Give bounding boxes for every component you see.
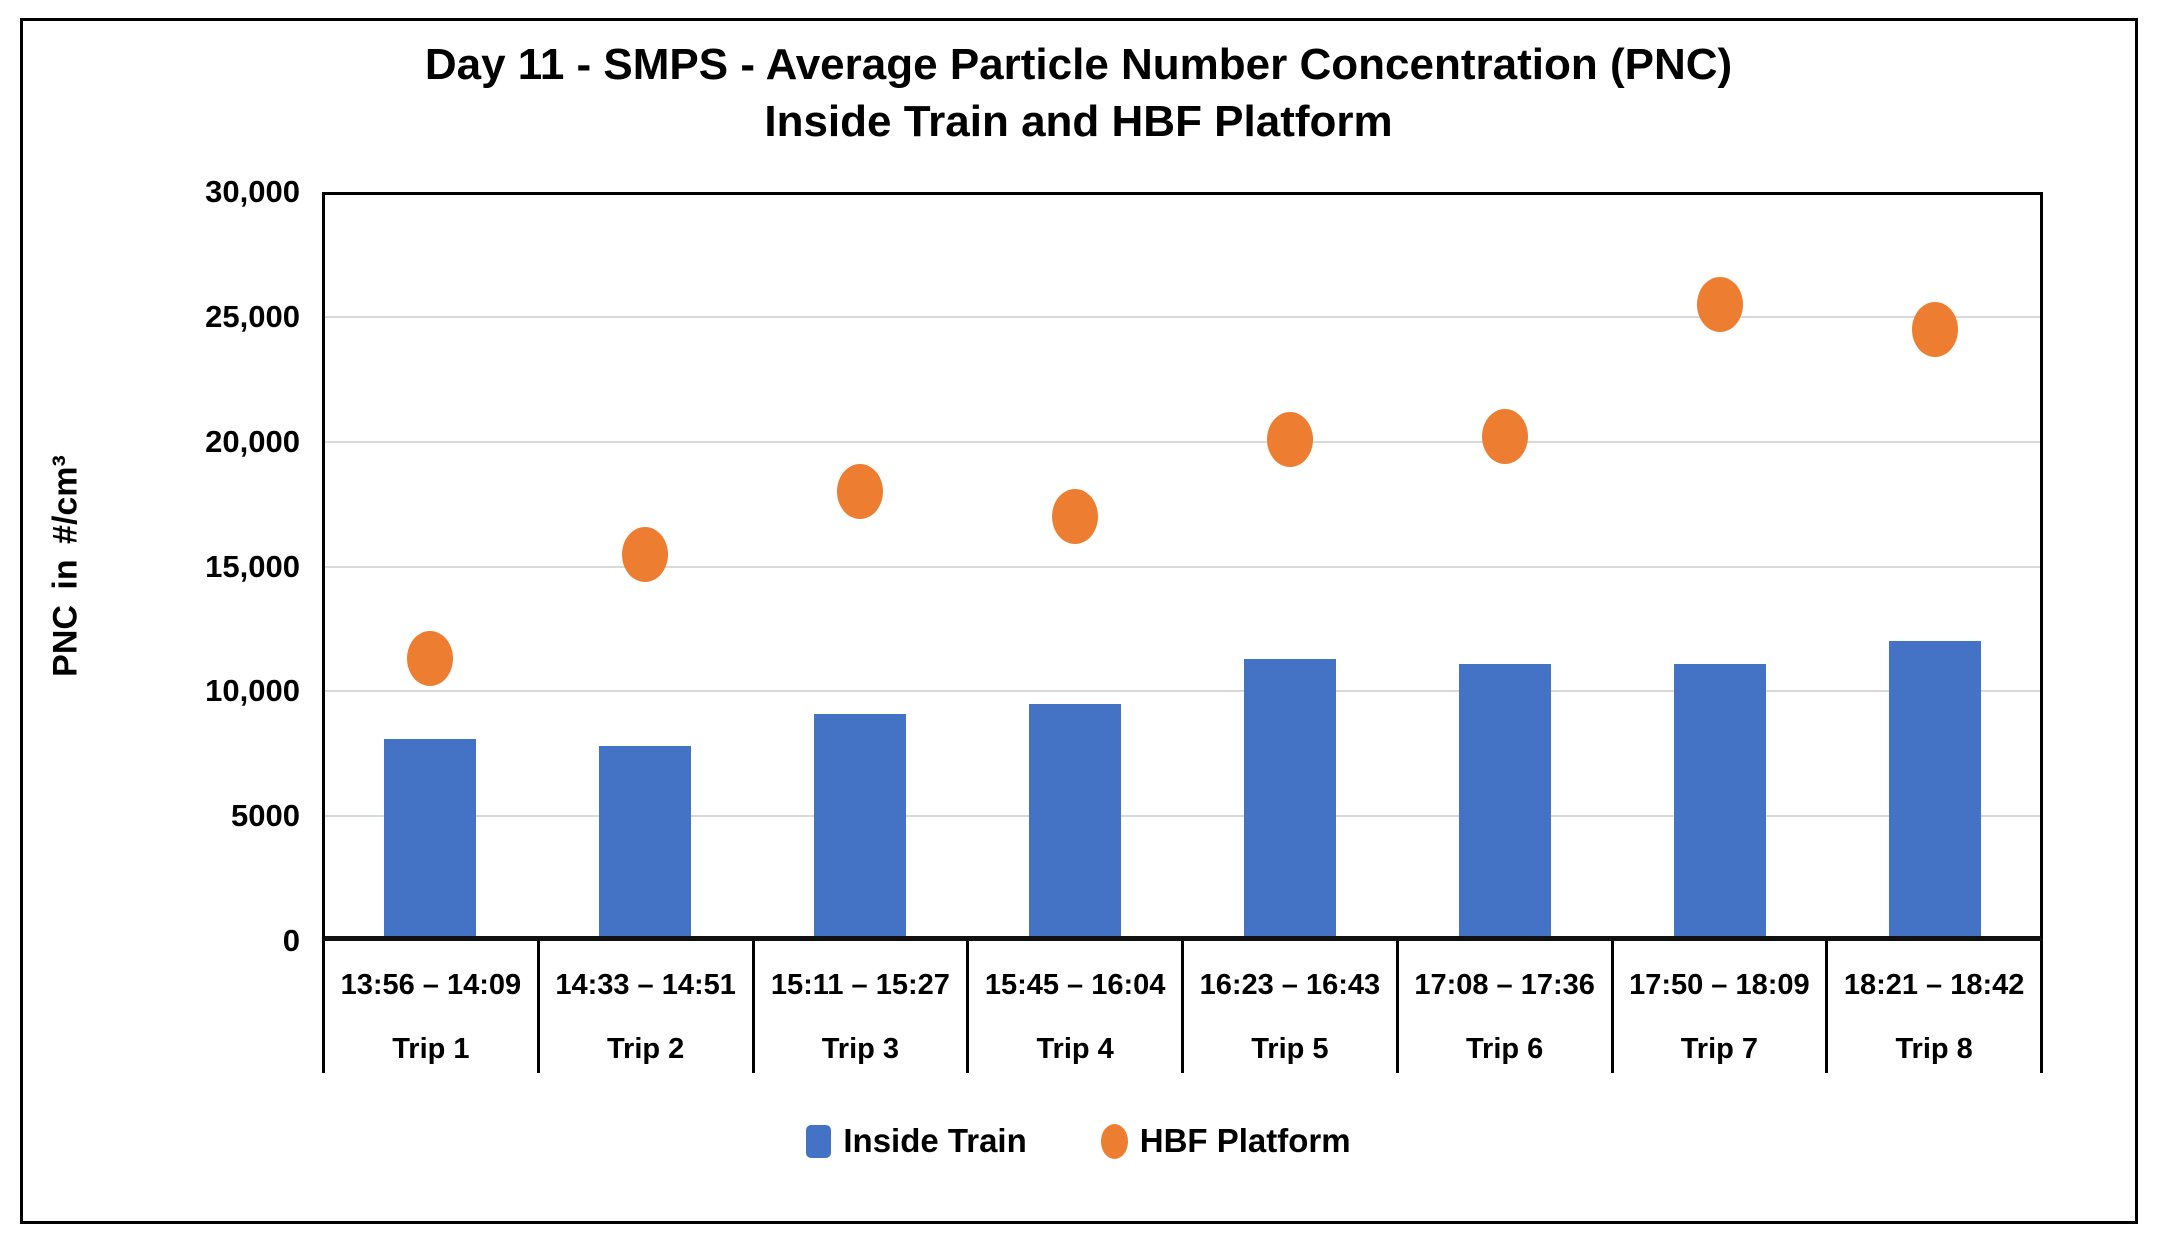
bar-inside-train-trip-5 bbox=[1244, 658, 1337, 936]
dot-hbf-platform-trip-3 bbox=[836, 464, 883, 520]
time-range-label: 18:21 – 18:42 bbox=[1843, 969, 2025, 1001]
bar-inside-train-trip-7 bbox=[1674, 663, 1767, 936]
y-tick-label: 0 bbox=[282, 923, 300, 958]
legend-label-inside-train: Inside Train bbox=[843, 1122, 1027, 1159]
gridline bbox=[325, 565, 2040, 568]
bar-inside-train-trip-2 bbox=[598, 746, 691, 936]
y-tick-label: 30,000 bbox=[205, 174, 300, 209]
x-axis-cell-trip-6: 17:08 – 17:36 Trip 6 bbox=[1399, 941, 1614, 1073]
time-range-label: 17:50 – 18:09 bbox=[1629, 969, 1810, 1001]
time-range-label: 16:23 – 16:43 bbox=[1199, 969, 1381, 1001]
plot-area bbox=[322, 192, 2043, 941]
y-tick-label: 20,000 bbox=[205, 423, 300, 459]
dot-hbf-platform-trip-7 bbox=[1697, 276, 1744, 332]
bar-inside-train-trip-1 bbox=[383, 738, 476, 936]
trip-label: Trip 4 bbox=[1036, 1033, 1114, 1065]
trip-label: Trip 1 bbox=[392, 1033, 470, 1065]
figure-border bbox=[20, 18, 2138, 1224]
bar-inside-train-trip-8 bbox=[1889, 641, 1982, 936]
x-axis-cell-trip-3: 15:11 – 15:27 Trip 3 bbox=[755, 941, 970, 1073]
y-tick-label: 5000 bbox=[231, 798, 300, 834]
y-tick-label: 10,000 bbox=[205, 673, 300, 709]
x-axis-cell-trip-1: 13:56 – 14:09 Trip 1 bbox=[325, 941, 540, 1073]
bar-inside-train-trip-3 bbox=[813, 713, 906, 936]
time-range-label: 15:45 – 16:04 bbox=[984, 969, 1166, 1001]
title-block: Day 11 - SMPS - Average Particle Number … bbox=[0, 36, 2157, 150]
trip-label: Trip 5 bbox=[1251, 1033, 1329, 1065]
legend-label-hbf-platform: HBF Platform bbox=[1139, 1122, 1351, 1159]
chart-title: Day 11 - SMPS - Average Particle Number … bbox=[424, 40, 1733, 89]
trip-label: Trip 7 bbox=[1680, 1033, 1759, 1065]
time-range-label: 14:33 – 14:51 bbox=[555, 969, 736, 1001]
legend-item-inside-train: Inside Train bbox=[806, 1122, 1027, 1160]
y-tick-label: 15,000 bbox=[205, 548, 300, 584]
x-axis-cell-trip-7: 17:50 – 18:09 Trip 7 bbox=[1614, 941, 1829, 1073]
trip-label: Trip 3 bbox=[821, 1033, 900, 1065]
chart-subtitle: Inside Train and HBF Platform bbox=[764, 97, 1393, 147]
dot-swatch-icon bbox=[1100, 1123, 1128, 1159]
x-axis-cell-trip-8: 18:21 – 18:42 Trip 8 bbox=[1828, 941, 2043, 1073]
dot-hbf-platform-trip-6 bbox=[1482, 409, 1529, 465]
dot-hbf-platform-trip-8 bbox=[1912, 301, 1959, 357]
dot-hbf-platform-trip-5 bbox=[1267, 411, 1314, 467]
gridline bbox=[325, 815, 2040, 818]
bar-inside-train-trip-6 bbox=[1459, 663, 1552, 936]
legend-item-hbf-platform: HBF Platform bbox=[1100, 1122, 1351, 1160]
x-axis-cell-trip-5: 16:23 – 16:43 Trip 5 bbox=[1184, 941, 1399, 1073]
time-range-label: 17:08 – 17:36 bbox=[1414, 969, 1595, 1001]
dot-hbf-platform-trip-1 bbox=[406, 631, 453, 687]
trip-label: Trip 8 bbox=[1895, 1033, 1973, 1065]
dot-hbf-platform-trip-4 bbox=[1051, 489, 1098, 545]
x-axis-cell-trip-4: 15:45 – 16:04 Trip 4 bbox=[969, 941, 1184, 1073]
legend: Inside Train HBF Platform bbox=[0, 1122, 2157, 1160]
x-axis-cell-trip-2: 14:33 – 14:51 Trip 2 bbox=[540, 941, 755, 1073]
trip-label: Trip 2 bbox=[606, 1033, 685, 1065]
gridline bbox=[325, 690, 2040, 693]
y-tick-label: 25,000 bbox=[205, 298, 300, 334]
bar-swatch-icon bbox=[806, 1124, 832, 1158]
bar-inside-train-trip-4 bbox=[1028, 703, 1121, 936]
time-range-label: 13:56 – 14:09 bbox=[340, 969, 522, 1001]
trip-label: Trip 6 bbox=[1465, 1033, 1544, 1065]
gridline bbox=[325, 315, 2040, 318]
gridline bbox=[325, 440, 2040, 443]
x-axis-table: 13:56 – 14:09 Trip 1 14:33 – 14:51 Trip 2 15… bbox=[322, 941, 2043, 1073]
dot-hbf-platform-trip-2 bbox=[621, 526, 668, 582]
time-range-label: 15:11 – 15:27 bbox=[770, 969, 950, 1001]
